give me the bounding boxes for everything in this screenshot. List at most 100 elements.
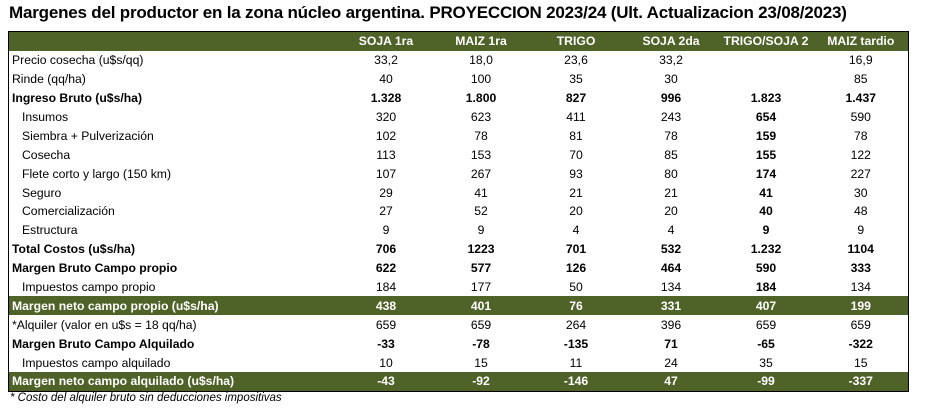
table-cell: 21 — [664, 185, 678, 200]
table-cell: 331 — [623, 296, 719, 316]
table-row: Rinde (qq/ha) 40 100 35 30 85 — [9, 70, 909, 89]
table-cell: 4 — [667, 223, 675, 238]
table-cell: -322 — [848, 336, 873, 351]
table-cell: 15 — [474, 355, 488, 370]
header-cell-trigo: TRIGO — [528, 31, 624, 51]
table-cell — [719, 70, 814, 89]
table-cell: 20 — [664, 204, 678, 219]
table-cell: 1.328 — [370, 91, 402, 106]
table-cell: 1.800 — [465, 91, 497, 106]
table-cell: 41 — [759, 185, 773, 200]
table-cell: -92 — [433, 372, 529, 392]
table-cell: 78 — [853, 128, 868, 143]
table-cell: 177 — [470, 280, 492, 295]
table-cell: 15 — [853, 355, 868, 370]
table-row: Margen neto campo alquilado (u$s/ha) -43-… — [8, 372, 909, 392]
table-row: *Alquiler (valor en u$s = 18 qq/ha) 659 65… — [9, 315, 909, 334]
table-cell: 333 — [850, 261, 871, 276]
header-cell-soja-1ra: SOJA 1ra — [338, 31, 434, 51]
table-cell: 155 — [755, 147, 777, 162]
row-label: Margen Bruto Campo Alquilado — [12, 336, 195, 351]
table-cell: 33,2 — [374, 53, 398, 68]
table-cell: 78 — [664, 128, 678, 143]
table-cell: 1104 — [847, 242, 874, 257]
table-cell: 701 — [565, 242, 587, 257]
table-cell: 29 — [379, 185, 393, 200]
table-cell: -43 — [338, 372, 434, 392]
table-cell: 20 — [569, 204, 583, 219]
table-cell: 184 — [375, 280, 397, 295]
header-row: SOJA 1ra MAIZ 1ra TRIGO SOJA 2da TRIGO/S… — [8, 31, 909, 51]
table-row: Margen Bruto Campo Alquilado -33 -78 -135 71… — [9, 334, 909, 353]
table-cell: 52 — [474, 204, 488, 219]
row-label: Total Costos (u$s/ha) — [12, 242, 136, 257]
table-cell: 827 — [565, 91, 587, 106]
table-cell: 411 — [566, 110, 586, 124]
table-row: Estructura 9 9 4 4 9 9 — [9, 221, 909, 240]
row-label: Margen neto campo alquilado (u$s/ha) — [8, 372, 339, 392]
table-row: Impuestos campo alquilado 10 15 11 24 35 15 — [9, 353, 909, 372]
table-cell: 401 — [433, 296, 529, 316]
table-cell: 1.437 — [845, 91, 877, 106]
table-cell: 113 — [376, 147, 396, 162]
table-cell: 50 — [569, 280, 583, 295]
table-cell: 35 — [569, 72, 583, 87]
table-cell: 76 — [528, 296, 624, 316]
table-cell: 159 — [755, 128, 777, 143]
table-cell: 153 — [470, 147, 492, 162]
row-label: Rinde (qq/ha) — [12, 72, 86, 87]
table-cell: 264 — [565, 317, 587, 332]
row-label: Margen neto campo propio (u$s/ha) — [8, 296, 339, 316]
table-cell: 706 — [375, 242, 397, 257]
row-label: Ingreso Bruto (u$s/ha) — [12, 91, 143, 106]
table-cell: 134 — [660, 280, 682, 295]
table-cell: 590 — [755, 261, 777, 276]
table-cell: 174 — [755, 166, 777, 181]
header-cell-trigo-soja-2: TRIGO/SOJA 2 — [718, 31, 814, 51]
table-cell: 48 — [853, 204, 868, 219]
table-cell: 134 — [850, 280, 871, 295]
footnote: * Costo del alquiler bruto sin deduccion… — [10, 392, 282, 404]
table-cell: -78 — [472, 336, 490, 351]
row-label: Siembra + Pulverización — [22, 128, 154, 143]
table-row: Margen Bruto Campo propio 622 577 126 464 590… — [9, 259, 909, 278]
table-cell: 659 — [375, 317, 397, 332]
table-cell: 102 — [375, 128, 397, 143]
header-cell-soja-2da: SOJA 2da — [623, 31, 719, 51]
table-row: Comercialización 27 52 20 20 40 48 — [9, 202, 909, 221]
table-cell: 23,6 — [564, 53, 588, 68]
table-row: Siembra + Pulverización 102 78 81 78 159 78 — [9, 126, 909, 145]
table-cell: 243 — [660, 110, 682, 124]
table-cell: 396 — [660, 317, 682, 332]
table-cell: 996 — [660, 91, 682, 106]
table-cell: 41 — [474, 185, 488, 200]
table-cell: -135 — [563, 336, 589, 351]
row-label: Estructura — [22, 223, 78, 238]
table-cell: 47 — [623, 372, 719, 392]
table-cell: 107 — [375, 166, 397, 181]
table-cell: 40 — [379, 72, 393, 87]
table-cell: 16,9 — [848, 53, 873, 68]
table-row: Impuestos campo propio 184 177 50 134 184 134 — [9, 278, 909, 297]
table-cell: 33,2 — [659, 53, 683, 68]
table-cell — [719, 51, 814, 70]
table-cell: -65 — [757, 336, 775, 351]
table-row: Flete corto y largo (150 km) 107 267 93 80 17… — [9, 164, 909, 183]
table-cell: 9 — [762, 223, 770, 238]
table-row: Total Costos (u$s/ha) 706 1223 701 532 1.232 1… — [9, 240, 909, 259]
table-cell: 70 — [569, 147, 583, 162]
table-cell: 1.232 — [750, 242, 782, 257]
table-cell: 71 — [664, 336, 678, 351]
table-cell: 464 — [660, 261, 682, 276]
margins-table: SOJA 1ra MAIZ 1ra TRIGO SOJA 2da TRIGO/S… — [8, 31, 909, 392]
row-label: Cosecha — [22, 147, 71, 162]
table-cell: 622 — [375, 261, 397, 276]
table-cell: 4 — [572, 223, 580, 238]
table-row: Precio cosecha (u$s/qq) 33,2 18,0 23,6 33,2 1… — [9, 51, 909, 70]
table-cell: 1223 — [467, 242, 495, 257]
table-cell: 227 — [850, 166, 871, 181]
table-cell: 320 — [375, 110, 397, 124]
table-cell: 407 — [718, 296, 814, 316]
row-label: Seguro — [22, 185, 62, 200]
table-cell: 21 — [569, 185, 583, 200]
